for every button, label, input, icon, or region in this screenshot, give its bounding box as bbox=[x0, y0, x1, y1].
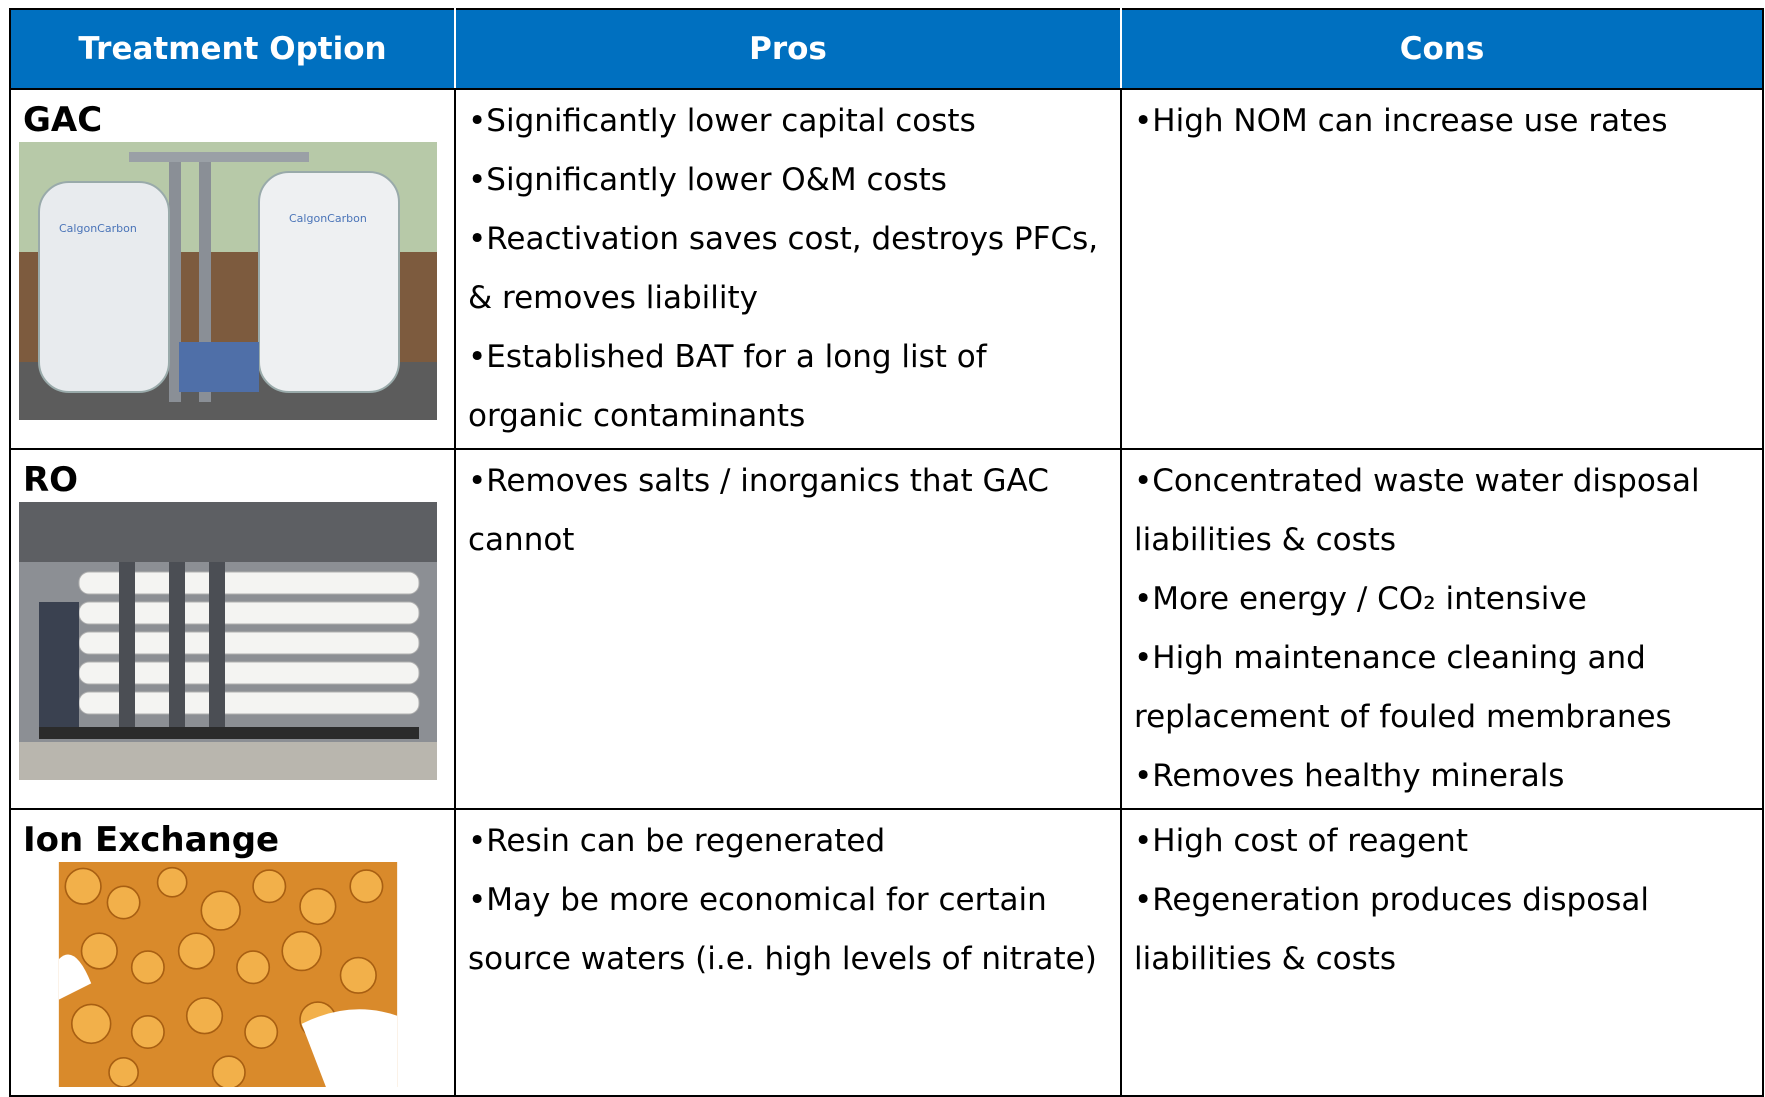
bullet-item: •High maintenance cleaning and replaceme… bbox=[1134, 640, 1672, 735]
option-name: RO bbox=[23, 460, 79, 500]
pros-cell: •Resin can be regenerated •May be more ec… bbox=[454, 808, 1122, 1097]
bullet-item: •More energy / CO₂ intensive bbox=[1134, 581, 1587, 617]
row: GAC CalgonCarbon CalgonCarbon •Signific bbox=[9, 88, 1764, 450]
cons-cell: •Concentrated waste water disposal liabi… bbox=[1120, 448, 1764, 810]
option-name: GAC bbox=[23, 100, 103, 140]
bullet-item: •Concentrated waste water disposal liabi… bbox=[1134, 463, 1700, 558]
comparison-table: Treatment Option Pros Cons GAC CalgonCa bbox=[9, 8, 1764, 1097]
bullet-item: •May be more economical for certain sour… bbox=[468, 882, 1097, 977]
bullet-item: •High NOM can increase use rates bbox=[1134, 103, 1668, 139]
cons-cell: •High NOM can increase use rates bbox=[1120, 88, 1764, 450]
header-cell: Pros bbox=[454, 8, 1122, 90]
header-cell: Treatment Option bbox=[9, 8, 456, 90]
bullet-item: •Removes salts / inorganics that GAC can… bbox=[468, 463, 1049, 558]
option-cell: GAC CalgonCarbon CalgonCarbon bbox=[9, 88, 456, 450]
bullet-item: •Established BAT for a long list of orga… bbox=[468, 339, 987, 434]
row: Ion Exchange •Resin can bbox=[9, 808, 1764, 1097]
bullet-item: •Reactivation saves cost, destroys PFCs,… bbox=[468, 221, 1099, 316]
header-cell: Cons bbox=[1120, 8, 1764, 90]
ion-exchange-image bbox=[58, 862, 398, 1087]
header-row: Treatment Option Pros Cons bbox=[9, 8, 1764, 90]
bullet-item: •High cost of reagent bbox=[1134, 823, 1468, 859]
option-name: Ion Exchange bbox=[23, 820, 280, 860]
bullet-item: •Resin can be regenerated bbox=[468, 823, 886, 859]
ro-image bbox=[19, 502, 437, 780]
row: RO bbox=[9, 448, 1764, 810]
cons-cell: •High cost of reagent •Regeneration produ… bbox=[1120, 808, 1764, 1097]
option-cell: Ion Exchange bbox=[9, 808, 456, 1097]
pros-cell: •Significantly lower capital costs •Signi… bbox=[454, 88, 1122, 450]
svg-text:CalgonCarbon: CalgonCarbon bbox=[289, 212, 367, 225]
bullet-item: •Significantly lower O&M costs bbox=[468, 162, 947, 198]
gac-image: CalgonCarbon CalgonCarbon bbox=[19, 142, 437, 420]
svg-text:CalgonCarbon: CalgonCarbon bbox=[59, 222, 137, 235]
pros-cell: •Removes salts / inorganics that GAC can… bbox=[454, 448, 1122, 810]
bullet-item: •Significantly lower capital costs bbox=[468, 103, 976, 139]
option-cell: RO bbox=[9, 448, 456, 810]
bullet-item: •Removes healthy minerals bbox=[1134, 758, 1565, 794]
bullet-item: •Regeneration produces disposal liabilit… bbox=[1134, 882, 1649, 977]
